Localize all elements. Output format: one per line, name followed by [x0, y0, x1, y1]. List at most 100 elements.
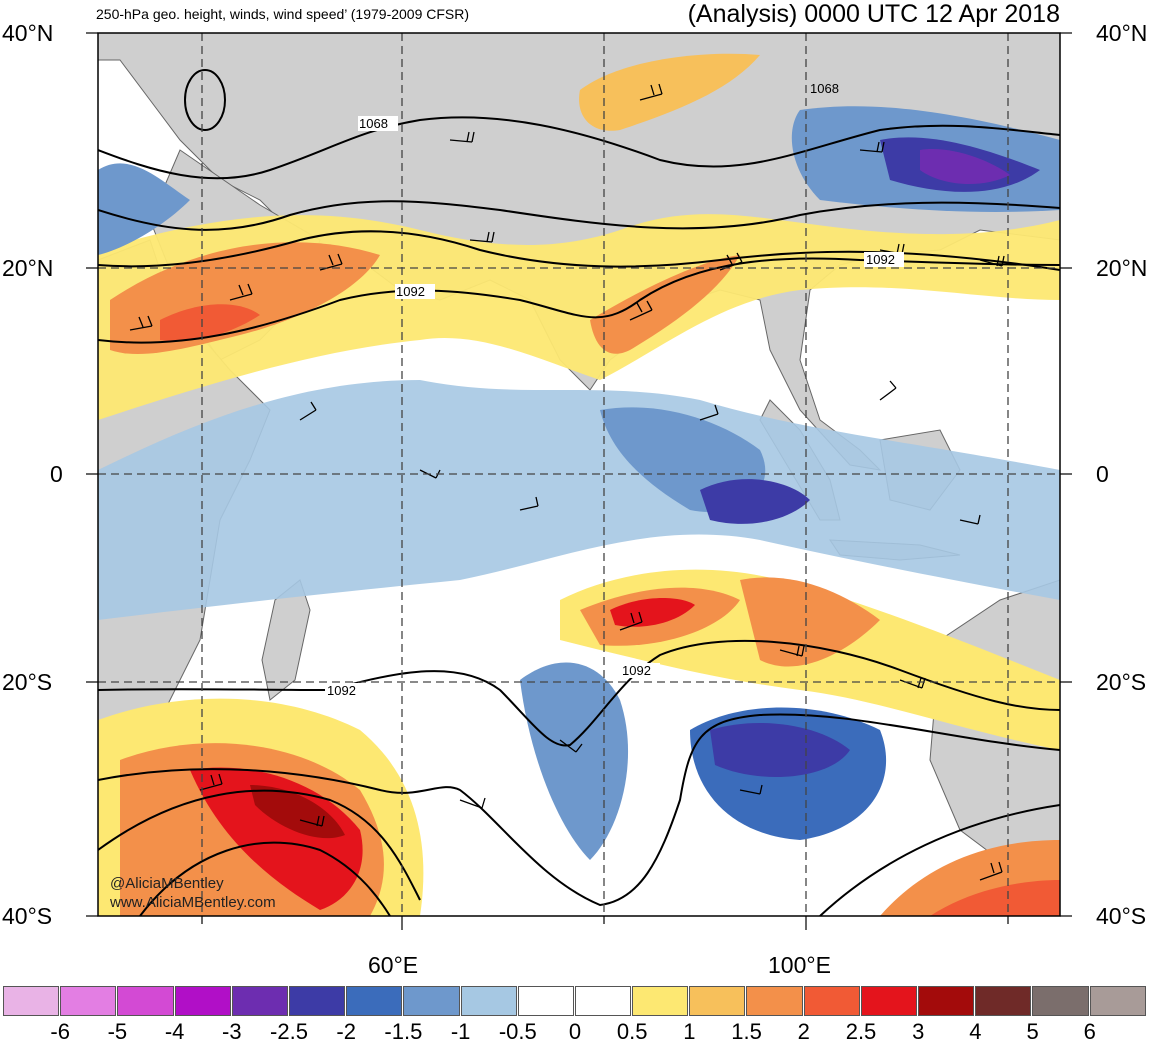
contour-label: 1068	[359, 116, 388, 131]
wind-barb	[719, 252, 743, 271]
wind-barb	[129, 315, 153, 331]
lon-label-100e: 100°E	[768, 952, 831, 978]
colorbar-label: -1	[450, 1019, 471, 1044]
lat-label-20n-right: 20°N	[1096, 255, 1148, 281]
shade-east-darkblue	[700, 479, 810, 524]
colorbar-label: -3	[222, 1019, 242, 1044]
shade-se-red	[930, 880, 1060, 916]
colorbar-label: 2.5	[845, 1019, 877, 1044]
lat-label-eq-left: 0	[50, 461, 63, 487]
shade-south-jet-red	[610, 598, 695, 627]
shade-ne-purple	[920, 149, 1010, 185]
contour-label: 1092	[396, 284, 425, 299]
contour-line	[819, 804, 1060, 916]
map-field: 1068 1068 1092 1092 1092 1092	[98, 33, 1060, 916]
shade-high-darkblue	[710, 722, 850, 777]
colorbar-swatch	[117, 986, 174, 1016]
colorbar-swatch	[460, 986, 517, 1016]
graticule	[98, 33, 1060, 916]
colorbar-label: -6	[50, 1019, 70, 1044]
colorbar-swatch	[689, 986, 746, 1016]
colorbar-label: -5	[107, 1019, 128, 1044]
colorbar-label: -0.5	[498, 1019, 537, 1044]
colorbar-swatch	[346, 986, 403, 1016]
wind-barb	[979, 861, 1003, 881]
contour-label: 1092	[622, 663, 651, 678]
contour-line	[98, 789, 421, 901]
colorbar-swatch	[3, 986, 60, 1016]
wind-barb	[959, 514, 981, 525]
wind-barb	[699, 404, 719, 421]
contour-label: 1092	[866, 252, 895, 267]
contour-line	[98, 639, 1060, 747]
wind-barb	[299, 401, 317, 421]
credit-handle: @AliciaMBentley	[110, 875, 224, 892]
lat-label-40s-right: 40°S	[1096, 903, 1147, 929]
wind-barb	[639, 83, 663, 101]
contour-line	[139, 841, 391, 916]
wind-barb	[229, 283, 253, 301]
colorbar-swatch	[517, 986, 574, 1016]
contour-loop	[184, 69, 226, 131]
wind-barb	[199, 773, 223, 791]
colorbar-label: -4	[164, 1019, 185, 1044]
wind-barb	[469, 231, 495, 243]
wind-barb	[619, 611, 643, 631]
analysis-time-title: (Analysis) 0000 UTC 12 Apr 2018	[687, 0, 1060, 28]
lat-label-40n-right: 40°N	[1096, 20, 1148, 46]
wind-barb	[519, 496, 539, 511]
colorbar-label: 1.5	[731, 1019, 762, 1044]
wind-barb	[459, 797, 486, 809]
wind-barb	[779, 645, 805, 657]
wind-barb	[899, 677, 926, 689]
wind-barb	[299, 815, 325, 827]
map-title: 250-hPa geo. height, winds, wind speed’ …	[96, 6, 470, 22]
colorbar-label: 6	[1083, 1019, 1096, 1044]
wind-barbs	[129, 83, 1005, 881]
colorbar-swatch	[860, 986, 917, 1016]
colorbar-swatch	[574, 986, 632, 1016]
shade-tibet-orange	[579, 53, 760, 131]
colorbar-swatch	[1032, 986, 1089, 1016]
contour-line	[98, 230, 1060, 271]
colorbar-swatch	[60, 986, 117, 1016]
colorbar-label: 4	[969, 1019, 982, 1044]
colorbar-label: 3	[912, 1019, 925, 1044]
axis-ticks	[86, 32, 1072, 930]
colorbar-swatch	[746, 986, 803, 1016]
wind-barb	[859, 141, 885, 153]
colorbar-swatch	[803, 986, 860, 1016]
colorbar-swatch	[1089, 986, 1146, 1016]
colorbar	[3, 986, 1147, 1016]
colorbar-label: -1.5	[384, 1019, 423, 1044]
colorbar-swatch	[918, 986, 975, 1016]
colorbar-label: 0	[568, 1019, 582, 1044]
lon-label-60e: 60°E	[368, 952, 419, 978]
lat-label-40n-left: 40°N	[2, 20, 54, 46]
credit-url: www.AliciaMBentley.com	[110, 894, 276, 911]
colorbar-swatch	[975, 986, 1032, 1016]
colorbar-label: 1	[683, 1019, 696, 1044]
wind-barb	[449, 131, 475, 143]
weather-map: 1068 1068 1092 1092 1092 1092	[86, 32, 1072, 930]
wind-barb	[319, 253, 343, 271]
shade-sw-darkred	[250, 785, 345, 839]
lat-label-eq-right: 0	[1096, 461, 1109, 487]
colorbar-swatch	[231, 986, 288, 1016]
shade-nw-blue	[98, 163, 190, 255]
wind-barb	[879, 380, 897, 401]
shade-india-orange	[590, 255, 740, 354]
lat-label-20s-right: 20°S	[1096, 669, 1147, 695]
wind-barb	[559, 739, 583, 753]
colorbar-swatch	[288, 986, 346, 1016]
lat-label-20n-left: 20°N	[2, 255, 54, 281]
colorbar-label: -2.5	[270, 1019, 308, 1044]
colorbar-swatch	[403, 986, 460, 1016]
colorbar-label: 0.5	[616, 1019, 648, 1044]
contour-line	[98, 200, 1060, 231]
shade-south-orange-east	[740, 577, 880, 667]
colorbar-label: 5	[1026, 1019, 1039, 1044]
wind-barb	[739, 784, 763, 795]
height-contours	[98, 69, 1060, 916]
colorbar-swatch	[632, 986, 689, 1016]
